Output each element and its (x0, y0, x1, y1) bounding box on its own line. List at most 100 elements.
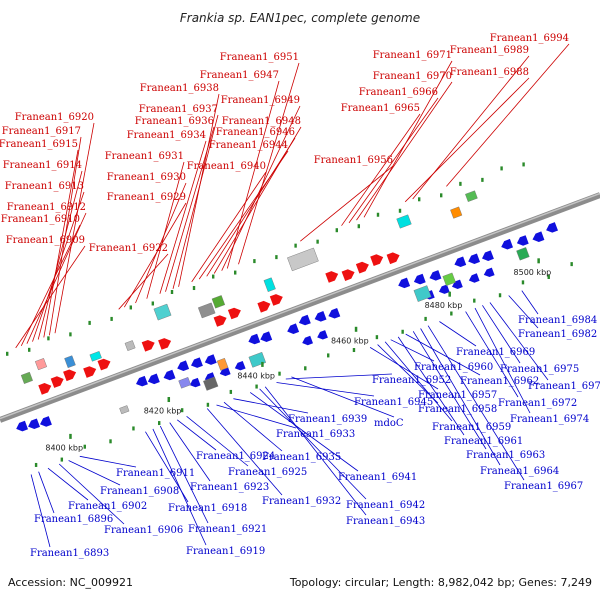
label-connectors (15, 43, 570, 548)
reverse-gene-label: Franean1_6962 (460, 376, 539, 387)
reverse-gene-label: Franean1_6960 (414, 362, 493, 373)
forward-label-connector (356, 81, 453, 221)
gene-category-box-group (287, 247, 319, 272)
forward-label-connector (20, 224, 81, 346)
gene-category-box (396, 214, 412, 229)
reverse-gene-label: Franean1_6963 (466, 450, 545, 461)
reverse-label-connector (79, 455, 137, 468)
accession-text: Accession: NC_009921 (8, 576, 133, 589)
reverse-gene-arrow (177, 360, 190, 371)
reverse-gene-label: Franean1_6961 (444, 436, 523, 447)
reverse-label-connector (223, 401, 283, 452)
reverse-gene-label: Franean1_6977 (528, 381, 600, 392)
forward-label-connector (49, 136, 82, 336)
feature-dot (6, 351, 9, 356)
gene-category-box-group (203, 376, 219, 391)
reverse-gene-arrow (317, 330, 328, 340)
gene-category-box-group (153, 303, 172, 321)
forward-label-connector (37, 170, 83, 340)
reverse-gene-label: Franean1_6906 (104, 525, 183, 536)
genome-backbone (0, 192, 600, 423)
forward-gene-label: Franean1_6989 (450, 45, 529, 56)
feature-dot (498, 293, 502, 298)
forward-gene-label: Franean1_6971 (373, 50, 452, 61)
forward-label-connector (404, 77, 530, 203)
ruler-tick-mark (261, 361, 264, 367)
reverse-gene-label: Franean1_6943 (346, 516, 425, 527)
forward-gene-arrow (141, 340, 155, 352)
forward-gene-label: Franean1_6970 (373, 71, 452, 82)
feature-dot (275, 255, 278, 260)
forward-label-connector (226, 80, 280, 269)
gene-category-box-group (197, 302, 216, 319)
reverse-gene-label: Franean1_6918 (168, 503, 247, 514)
forward-gene-label: Franean1_6944 (209, 140, 288, 151)
reverse-gene-label: Franean1_6896 (34, 514, 113, 525)
feature-dot (481, 177, 484, 182)
gene-category-box (203, 376, 219, 391)
forward-label-connector (172, 114, 219, 290)
backbone-line (0, 192, 600, 423)
gene-category-box (124, 340, 136, 352)
gene-category-box-group (20, 371, 33, 384)
forward-label-connector (363, 60, 453, 218)
reverse-label-connector (159, 425, 209, 524)
gene-category-box (450, 206, 463, 219)
forward-gene-arrow (83, 366, 97, 378)
reverse-label-connector (397, 336, 465, 436)
feature-dot (88, 320, 91, 325)
gene-category-box-group (396, 214, 412, 229)
gene-category-box (64, 355, 76, 369)
feature-dot (83, 444, 86, 449)
reverse-gene-arrow (328, 308, 341, 319)
ruler-tick-mark (537, 258, 540, 264)
reverse-label-connector (264, 386, 367, 516)
gene-category-box-group (516, 247, 530, 261)
feature-dot (424, 316, 427, 321)
forward-label-connector (348, 97, 439, 224)
feature-dot (376, 212, 380, 217)
forward-gene-label: Franean1_6947 (200, 70, 279, 81)
feature-dot (109, 439, 112, 444)
ruler-tick-mark (448, 291, 451, 297)
reverse-label-connector (169, 422, 211, 482)
ruler-tick-label: 8440 kbp (237, 371, 275, 380)
reverse-label-connector (38, 471, 55, 514)
reverse-gene-label: Franean1_6982 (518, 329, 597, 340)
forward-gene-label: Franean1_6920 (15, 112, 94, 123)
gene-category-box (442, 272, 456, 286)
gene-category-box-group (211, 295, 226, 309)
forward-label-connector (412, 55, 530, 200)
forward-gene-arrow (213, 315, 227, 327)
reverse-label-connector (285, 373, 393, 380)
forward-gene-arrow (257, 300, 271, 313)
feature-dot (417, 197, 421, 202)
reverse-gene-arrow (147, 373, 160, 385)
feature-dot (440, 193, 443, 198)
feature-dot (327, 353, 330, 358)
reverse-gene-label: Franean1_6893 (30, 548, 109, 559)
reverse-label-connector (276, 382, 375, 397)
feature-dot (170, 289, 174, 294)
reverse-label-connector (58, 463, 125, 525)
feature-dot (69, 332, 72, 337)
reverse-gene-arrow (516, 235, 529, 246)
reverse-label-connector (30, 474, 51, 548)
reverse-label-connector (474, 307, 531, 414)
feature-dot (180, 408, 184, 413)
forward-label-connector (118, 253, 169, 310)
forward-gene-label: Franean1_6965 (341, 103, 420, 114)
gene-features (6, 162, 573, 467)
reverse-label-connector (259, 388, 367, 500)
reverse-gene-arrow (483, 267, 495, 277)
feature-dot (28, 347, 31, 352)
ruler-tick-label: 8400 kbp (45, 443, 83, 452)
forward-gene-label: Franean1_6988 (450, 67, 529, 78)
forward-label-connector (206, 137, 296, 277)
gene-category-box (516, 247, 530, 261)
forward-label-connector (165, 126, 215, 292)
forward-gene-arrow (325, 271, 339, 283)
forward-label-connector (54, 122, 95, 334)
